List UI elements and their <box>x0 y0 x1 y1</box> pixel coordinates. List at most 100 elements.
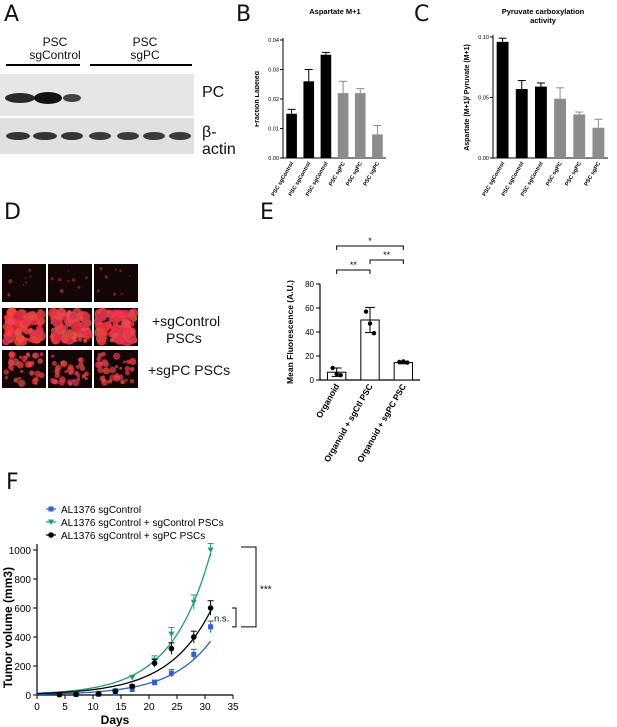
data-point <box>207 605 214 611</box>
data-point <box>48 532 54 538</box>
blot-actin-band <box>89 132 111 140</box>
data-point <box>405 360 410 365</box>
fluorescent-cell <box>60 316 65 320</box>
fluorescent-cell <box>24 337 29 342</box>
fluorescent-cell <box>51 318 61 327</box>
fluorescent-cell <box>34 382 38 385</box>
fluorescent-cell <box>20 369 24 373</box>
fluorescent-cell <box>68 371 72 375</box>
fluorescent-cell <box>77 285 81 289</box>
fluorescent-cell <box>26 353 31 358</box>
fluorescent-cell <box>113 338 119 343</box>
fluorescent-cell <box>67 269 69 272</box>
data-point <box>168 645 175 652</box>
y-tick-label: 400 <box>14 633 31 644</box>
bar <box>592 127 605 158</box>
fluorescent-cell <box>95 334 105 343</box>
fluorescent-cell <box>122 330 132 340</box>
x-tick-label: 35 <box>227 702 239 713</box>
fluorescent-cell <box>119 269 122 272</box>
x-tick-label: 25 <box>171 702 183 713</box>
data-point <box>168 631 175 638</box>
fluorescent-cell <box>80 318 91 329</box>
fluorescent-cell <box>22 283 25 286</box>
fluorescent-cell <box>8 279 13 284</box>
fluorescent-cell <box>29 370 35 376</box>
blot-actin-band <box>169 132 191 140</box>
blot-group-sgcontrol-line1: PSC <box>42 35 68 49</box>
data-point <box>207 547 214 553</box>
x-tick-label: 20 <box>143 702 155 713</box>
bar <box>515 89 528 158</box>
y-tick-label: 0.00 <box>478 156 489 162</box>
blot-label-actin: β- actin <box>202 124 236 158</box>
fluorescent-cell <box>101 351 106 357</box>
fluorescent-cell <box>56 307 67 318</box>
fluorescent-cell <box>24 276 27 279</box>
fluorescent-cell <box>96 356 101 362</box>
blot-actin-band <box>6 132 30 140</box>
images-label-sgpc: +sgPC PSCs <box>148 362 231 378</box>
fluorescent-cell <box>50 277 54 281</box>
blot-label-pc: PC <box>202 84 225 101</box>
blot-label-actin-line2: actin <box>202 141 236 158</box>
y-tick-label: 200 <box>14 662 31 673</box>
fluorescent-cell <box>84 377 88 381</box>
fluorescent-cell <box>58 326 65 333</box>
fluorescent-cell <box>34 370 41 377</box>
fluorescent-cell <box>75 364 80 369</box>
fluorescent-cell <box>55 364 62 371</box>
fluorescent-cell <box>22 359 26 363</box>
fluorescent-cell <box>61 337 68 344</box>
images-label-sgcontrol: +sgControl PSCs <box>152 313 220 347</box>
fluorescent-cell <box>112 325 120 333</box>
legend-label: AL1376 sgControl + sgPC PSCs <box>61 531 205 542</box>
fluorescent-cell <box>15 333 25 343</box>
data-point <box>48 506 54 512</box>
panel-e-letter: E <box>260 200 274 225</box>
fluorescent-cell <box>129 275 131 277</box>
series-fit-line <box>36 552 212 694</box>
significance-bracket <box>369 259 404 264</box>
significance-label: ** <box>350 260 358 270</box>
data-point <box>191 634 197 640</box>
bar <box>320 54 332 158</box>
images-label-sgcontrol-line1: +sgControl <box>152 313 221 329</box>
fluorescent-cell <box>18 376 22 380</box>
fluorescent-cell <box>112 292 116 296</box>
fluorescent-cell <box>78 361 84 367</box>
fluorescent-cell <box>124 370 130 376</box>
fluorescent-cell <box>36 325 42 331</box>
fluorescent-cell <box>95 360 103 369</box>
fluorescent-cell <box>124 378 128 382</box>
x-axis-label: Days <box>101 713 130 727</box>
data-point <box>151 660 158 666</box>
fluorescent-cell <box>99 267 103 271</box>
chart-title: Aspartate M+1 <box>309 7 360 16</box>
x-tick-label: PSC sgPC <box>328 161 347 187</box>
panel-b-letter: B <box>236 2 252 27</box>
panel-a-letter: A <box>4 2 20 27</box>
significance-bracket <box>232 607 237 628</box>
fluorescent-cell <box>27 337 33 343</box>
y-tick-label: 600 <box>14 604 31 615</box>
fluorescent-cell <box>29 275 32 278</box>
x-tick-label: 30 <box>199 702 211 713</box>
blot-pc-band <box>63 94 81 102</box>
bar <box>303 81 315 158</box>
data-point <box>129 683 135 690</box>
fluorescent-cell <box>84 371 89 377</box>
fluorescent-cell <box>114 268 117 271</box>
fluorescent-cell <box>76 373 81 378</box>
legend-label: AL1376 sgControl <box>61 505 141 516</box>
fluorescent-cell <box>54 334 61 342</box>
chart-c-pyruvate: Pyruvate carboxylation activity 0.00 0.05 0.… <box>464 7 608 198</box>
y-tick-label: 0.00 <box>268 156 279 162</box>
fluorescent-cell <box>96 289 100 293</box>
fluorescent-cell <box>39 352 44 357</box>
fluorescent-cell <box>83 338 88 343</box>
y-tick-label: 0.10 <box>478 35 489 41</box>
fluorescent-cell <box>30 319 37 326</box>
fluorescent-cell <box>102 367 110 375</box>
data-point <box>95 691 102 697</box>
